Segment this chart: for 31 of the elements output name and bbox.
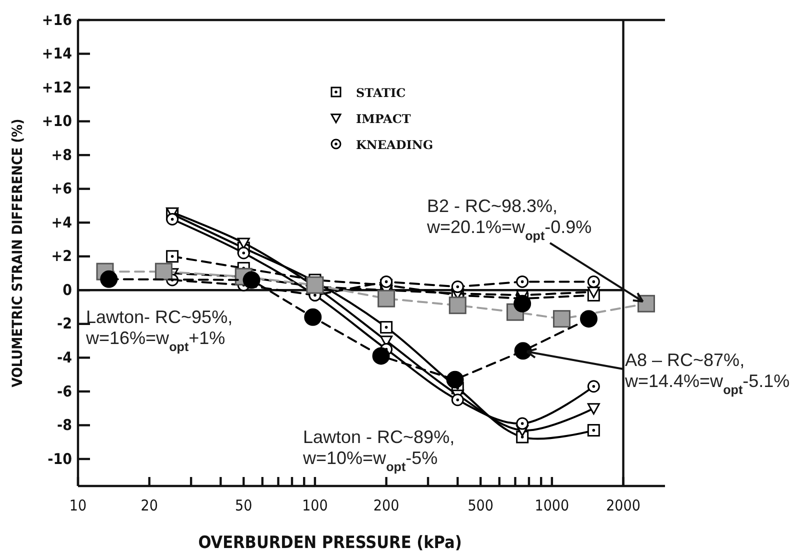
y-axis-title: VOLUMETRIC STRAIN DIFFERENCE (%) [10,118,26,388]
y-tick-label: +16 [42,10,72,29]
y-tick-label: +6 [51,180,72,198]
y-tick-label: 0 [62,280,72,299]
x-tick-label: 500 [468,496,494,515]
annotation: B2 - RC~98.3%, w=20.1%=w$_{opt}$-0.9% [426,196,592,243]
x-tick-label: 100 [302,496,328,515]
x-tick-label: 1000 [534,496,570,515]
legend-label: STATIC [356,86,406,100]
y-tick-label: -2 [57,314,72,333]
annotation: A8 – RC~87%, w=14.4%=w$_{opt}$-5.1% [624,350,790,397]
x-tick-label: 20 [140,496,158,515]
legend-label: IMPACT [356,112,411,126]
x-tick-label: 2000 [606,496,640,515]
x-tick-label: 50 [235,496,252,515]
legend-label: KNEADING [356,138,434,152]
y-tick-label: +12 [42,78,72,96]
annotation: Lawton - RC~89%, w=10%=w$_{opt}$-5% [302,427,455,474]
y-tick-label: +8 [51,146,72,164]
y-tick-label: +4 [51,213,72,232]
y-tick-label: -4 [57,348,72,366]
annotation: Lawton- RC~95%, w=16%=w$_{opt}$+1% [85,307,233,354]
y-tick-label: +2 [51,247,72,266]
y-tick-label: +14 [42,44,72,63]
x-axis-title: OVERBURDEN PRESSURE (kPa) [198,533,462,553]
x-tick-label: 200 [373,496,400,515]
y-tick-label: +10 [42,112,72,130]
y-tick-label: -10 [48,450,72,468]
x-tick-label: 10 [69,496,87,515]
y-tick-label: -8 [57,416,72,434]
y-tick-label: -6 [57,382,72,400]
